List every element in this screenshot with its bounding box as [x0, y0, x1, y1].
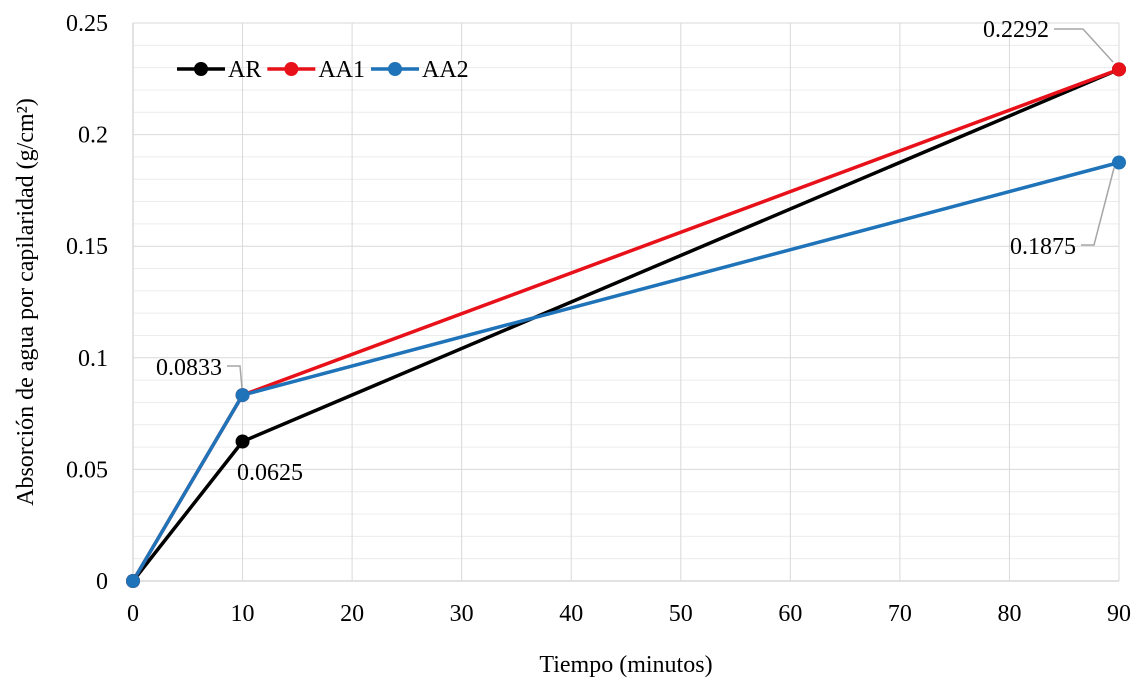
axis-ticks: 0 0.05 0.1 0.15 0.2 0.25 0 10 20 30 40 50 60 70 80 90	[66, 11, 1131, 627]
x-tick-label: 10	[231, 601, 255, 627]
data-label: 0.2292	[983, 17, 1049, 43]
grid	[132, 22, 1120, 582]
legend-item-aa1: AA1	[267, 57, 365, 83]
legend-label: AR	[228, 57, 261, 83]
y-tick-label: 0.25	[66, 11, 108, 37]
y-axis-title: Absorción de agua por capilaridad (g/cm²…	[13, 98, 39, 506]
series-line-aa2	[131, 160, 1121, 583]
series-group	[126, 62, 1126, 588]
x-axis-title: Tiempo (minutos)	[539, 652, 712, 678]
y-tick-label: 0.05	[66, 457, 108, 483]
legend: AR AA1 AA2	[177, 57, 469, 83]
x-tick-label: 80	[997, 601, 1021, 627]
data-label: 0.1875	[1010, 234, 1076, 260]
series-line-ar	[131, 67, 1121, 583]
legend-label: AA2	[422, 57, 469, 83]
y-tick-label: 0	[96, 569, 108, 595]
leader-line	[1054, 28, 1114, 63]
data-label: 0.0625	[237, 460, 303, 486]
legend-item-aa2: AA2	[371, 57, 469, 83]
data-point-aa2	[126, 574, 140, 588]
legend-swatch-marker	[388, 62, 403, 76]
x-tick-label: 70	[888, 601, 912, 627]
data-labels: 0.2292 0.1875 0.0833 0.0625	[156, 17, 1115, 486]
legend-item-ar: AR	[177, 57, 261, 83]
x-tick-label: 40	[559, 601, 583, 627]
legend-swatch-marker	[284, 62, 299, 76]
x-tick-label: 20	[340, 601, 364, 627]
legend-swatch-marker	[194, 62, 208, 76]
x-tick-label: 50	[669, 601, 693, 627]
y-tick-label: 0.2	[78, 123, 108, 149]
data-point-aa1	[1112, 62, 1126, 77]
x-tick-label: 90	[1107, 601, 1131, 627]
y-tick-label: 0.15	[66, 234, 108, 260]
legend-label: AA1	[318, 57, 365, 83]
leader-line	[227, 365, 243, 389]
x-tick-label: 0	[127, 601, 139, 627]
data-point-aa2	[1112, 155, 1126, 170]
x-tick-label: 60	[778, 601, 802, 627]
data-point-ar	[235, 434, 250, 449]
y-tick-label: 0.1	[78, 346, 108, 372]
data-point-aa2	[235, 388, 250, 403]
x-tick-label: 30	[450, 601, 474, 627]
series-line-aa1	[131, 67, 1121, 583]
data-label: 0.0833	[156, 355, 222, 381]
leader-line	[1081, 167, 1115, 246]
